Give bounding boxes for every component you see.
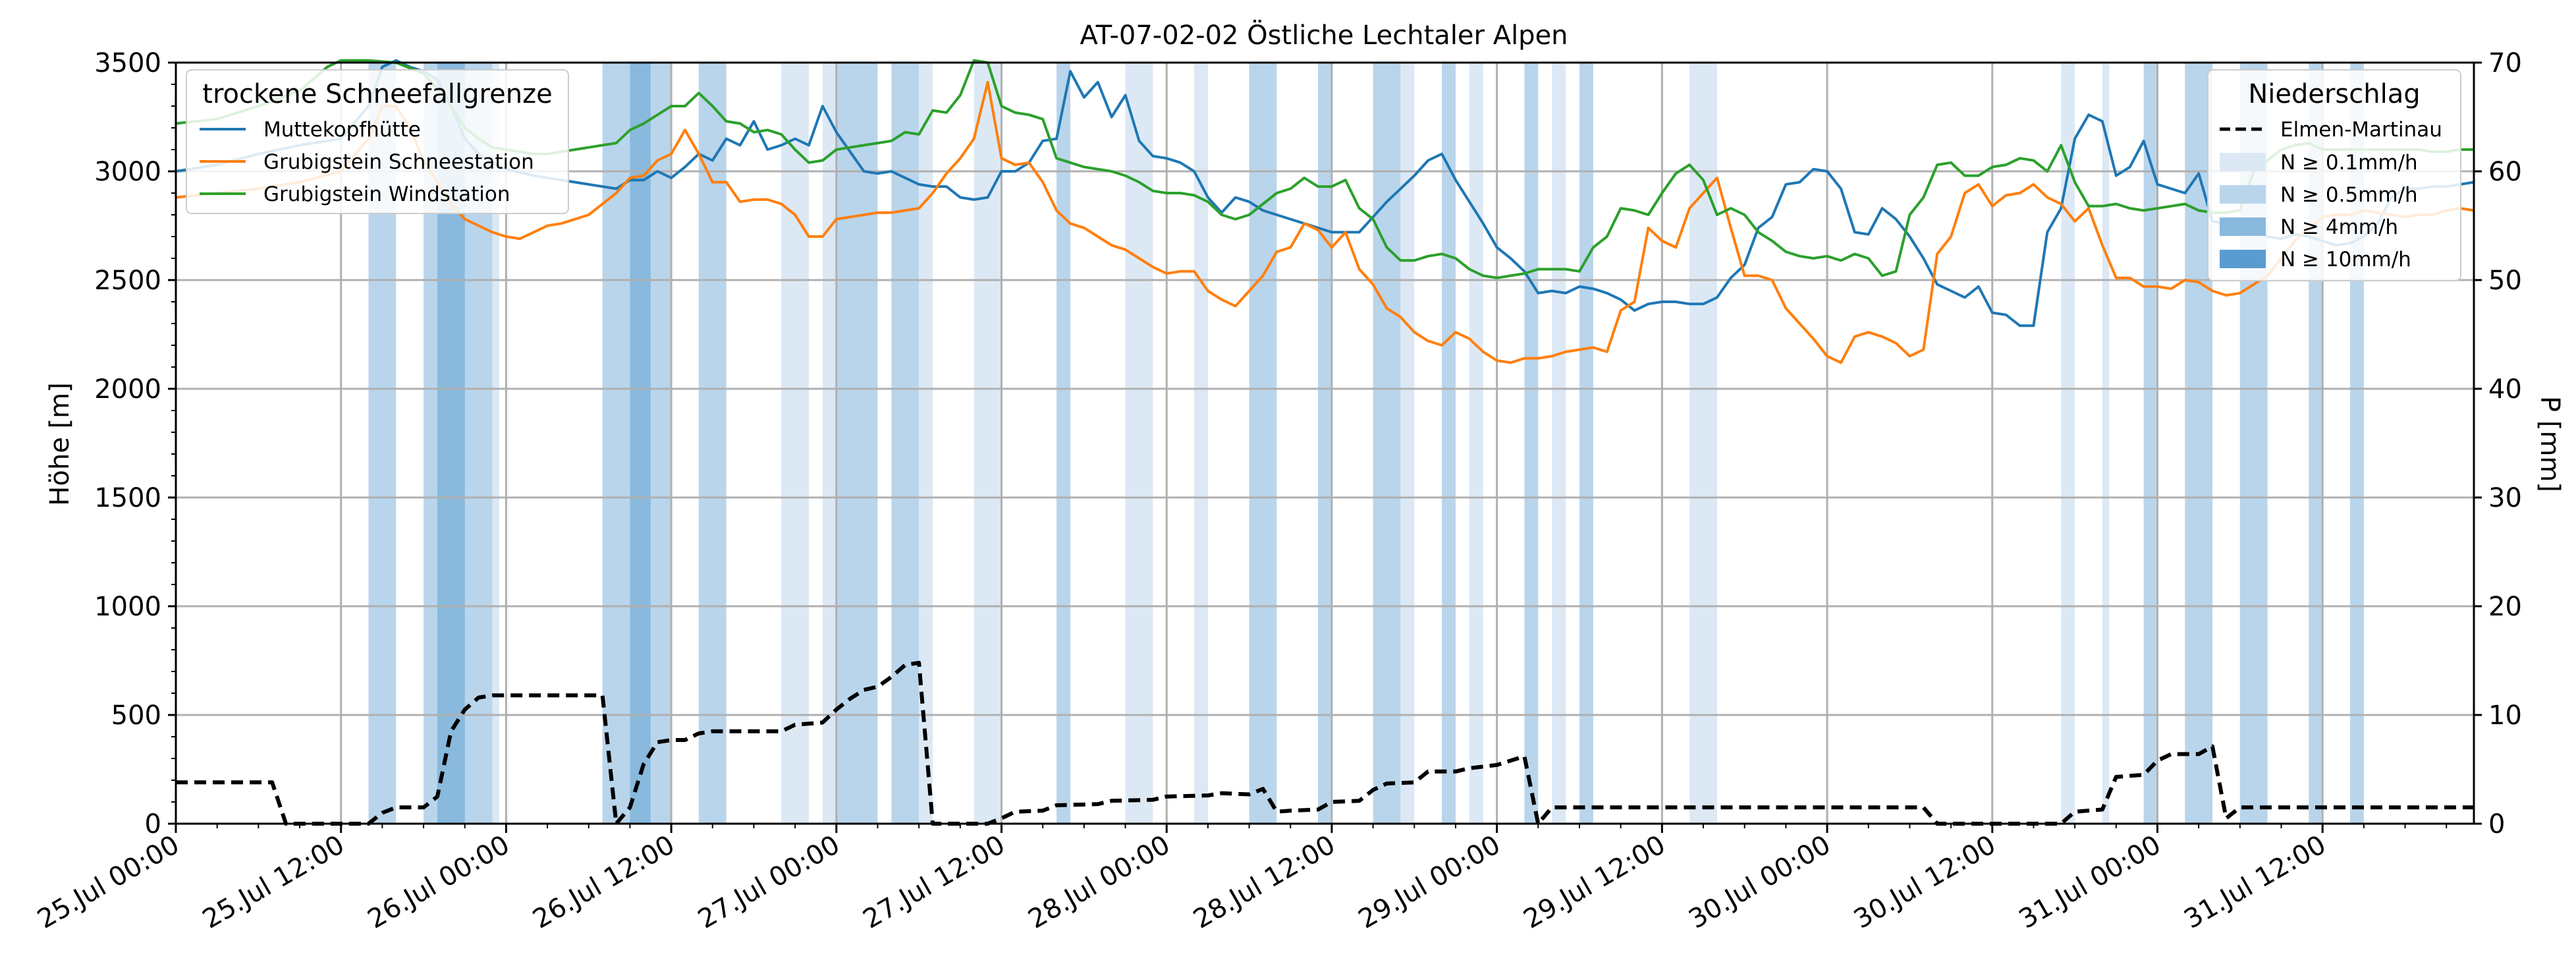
ytick-label-2: 1000 xyxy=(94,592,161,622)
y2tick-label-4: 40 xyxy=(2488,374,2522,405)
legend-snowline-box xyxy=(186,69,569,214)
legend-precip-swatch-3 xyxy=(2220,250,2266,268)
precip-band-15 xyxy=(1194,63,1208,824)
legend-precip: Niederschlag Elmen-Martinau N ≥ 0.1mm/h N… xyxy=(2207,69,2461,281)
precip-band-5 xyxy=(630,63,651,824)
legend-label-1: Grubigstein Schneestation xyxy=(263,150,534,174)
precip-band-26 xyxy=(2061,63,2075,824)
series-line-2 xyxy=(175,59,2474,279)
y2tick-label-7: 70 xyxy=(2488,48,2522,78)
ytick-label-6: 3000 xyxy=(94,157,161,187)
precip-band-11 xyxy=(919,63,933,824)
y2tick-label-2: 20 xyxy=(2488,592,2522,622)
precip-band-16 xyxy=(1249,63,1277,824)
legend-label-2: Grubigstein Windstation xyxy=(263,183,510,206)
ytick-label-0: 0 xyxy=(145,809,161,840)
chart-title: AT-07-02-02 Östliche Lechtaler Alpen xyxy=(1080,19,1568,51)
ytick-label-1: 500 xyxy=(111,700,161,731)
legend-precip-swatch-2 xyxy=(2220,217,2266,236)
legend-precip-label-1: N ≥ 0.5mm/h xyxy=(2280,183,2418,207)
legend-precip-label-0: N ≥ 0.1mm/h xyxy=(2280,151,2418,175)
legend-precip-swatch-0 xyxy=(2220,153,2266,171)
precip-band-21 xyxy=(1469,63,1483,824)
legend-precip-title: Niederschlag xyxy=(2248,79,2420,109)
precip-band-9 xyxy=(836,63,878,824)
y2tick-label-1: 10 xyxy=(2488,700,2522,731)
legend-precip-label-2: N ≥ 4mm/h xyxy=(2280,215,2398,239)
legend-precip-line-label: Elmen-Martinau xyxy=(2280,118,2442,142)
legend-label-0: Muttekopfhütte xyxy=(263,118,421,142)
precip-band-3 xyxy=(492,63,499,824)
precip-band-10 xyxy=(891,63,919,824)
precip-band-7 xyxy=(781,63,809,824)
y2-axis-label: P [mm] xyxy=(2535,396,2565,492)
precip-band-13 xyxy=(1056,63,1070,824)
precip-band-8 xyxy=(822,63,836,824)
precip-band-28 xyxy=(2143,63,2158,824)
y2tick-label-5: 50 xyxy=(2488,266,2522,296)
legend-precip-label-3: N ≥ 10mm/h xyxy=(2280,248,2411,271)
precip-band-12 xyxy=(973,63,1002,824)
precip-band-22 xyxy=(1524,63,1539,824)
precip-band-24 xyxy=(1579,63,1593,824)
y-axis-label: Höhe [m] xyxy=(45,382,75,505)
precip-band-23 xyxy=(1552,63,1566,824)
plot-frame xyxy=(175,61,2475,825)
ytick-label-3: 1500 xyxy=(94,483,161,513)
precip-band-19 xyxy=(1400,63,1415,824)
ytick-label-7: 3500 xyxy=(94,48,161,78)
ytick-label-4: 2000 xyxy=(94,374,161,405)
legend-snowline-title: trockene Schneefallgrenze xyxy=(202,79,552,109)
legend-snowline: trockene Schneefallgrenze Muttekopfhütte… xyxy=(186,69,569,214)
precip-band-18 xyxy=(1373,63,1401,824)
series-line-1 xyxy=(175,80,2475,364)
y2tick-label-3: 30 xyxy=(2488,483,2522,513)
precip-band-17 xyxy=(1318,63,1332,824)
precip-band-25 xyxy=(1689,63,1717,824)
ytick-label-5: 2500 xyxy=(94,266,161,296)
precip-band-20 xyxy=(1442,63,1456,824)
y2tick-label-6: 60 xyxy=(2488,157,2522,187)
legend-precip-swatch-1 xyxy=(2220,185,2266,204)
y2tick-label-0: 0 xyxy=(2488,809,2505,840)
series-line-0 xyxy=(175,59,2475,327)
precip-band-6 xyxy=(698,63,726,824)
legend-precip-box xyxy=(2207,69,2461,281)
precip-band-27 xyxy=(2102,63,2110,824)
